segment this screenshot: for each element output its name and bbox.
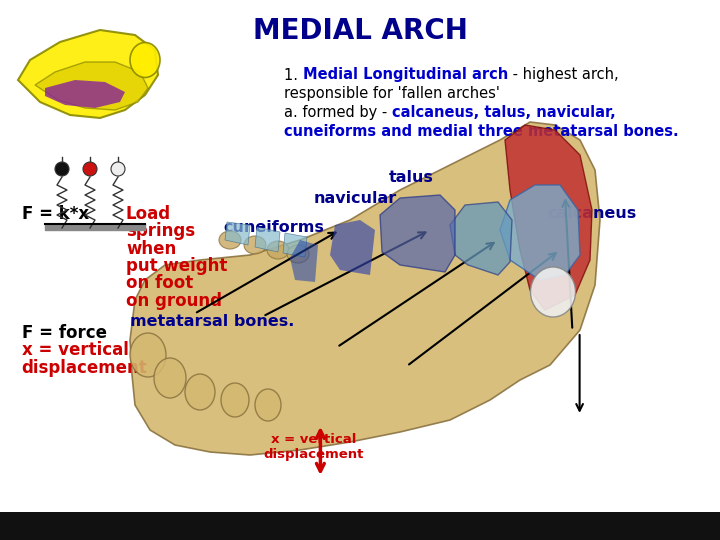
Polygon shape — [380, 195, 455, 272]
Ellipse shape — [244, 236, 266, 254]
Text: navicular: navicular — [313, 191, 397, 206]
Ellipse shape — [219, 231, 241, 249]
Polygon shape — [35, 62, 148, 110]
Text: a. formed by -: a. formed by - — [284, 105, 392, 120]
Text: on foot: on foot — [126, 274, 193, 292]
Polygon shape — [290, 240, 318, 282]
Polygon shape — [45, 80, 125, 108]
Text: displacement: displacement — [22, 359, 148, 376]
Bar — [0, 512, 720, 540]
Text: x = vertical: x = vertical — [22, 341, 128, 359]
Circle shape — [83, 162, 97, 176]
Text: 1.: 1. — [284, 68, 303, 83]
Polygon shape — [130, 122, 600, 455]
Bar — [0, 0, 720, 151]
Polygon shape — [330, 220, 375, 275]
Ellipse shape — [287, 245, 309, 263]
Text: when: when — [126, 240, 176, 258]
Ellipse shape — [154, 358, 186, 398]
Circle shape — [55, 162, 69, 176]
Ellipse shape — [130, 43, 160, 78]
Polygon shape — [500, 185, 580, 280]
Ellipse shape — [221, 383, 249, 417]
Text: metatarsal bones.: metatarsal bones. — [130, 314, 294, 329]
Text: Medial Longitudinal arch: Medial Longitudinal arch — [303, 68, 508, 83]
Polygon shape — [450, 202, 512, 275]
Ellipse shape — [255, 389, 281, 421]
Text: springs: springs — [126, 222, 195, 240]
Text: - highest arch,: - highest arch, — [508, 68, 619, 83]
Text: displacement: displacement — [263, 448, 364, 461]
Polygon shape — [283, 233, 307, 257]
Text: F = force: F = force — [22, 324, 107, 342]
Text: put weight: put weight — [126, 257, 228, 275]
Text: on ground: on ground — [126, 292, 222, 309]
Text: responsible for 'fallen arches': responsible for 'fallen arches' — [284, 86, 500, 102]
Ellipse shape — [185, 374, 215, 410]
Text: Load: Load — [126, 205, 171, 223]
Ellipse shape — [531, 267, 575, 317]
Text: F = k*x: F = k*x — [22, 205, 89, 223]
Text: calcaneus, talus, navicular,: calcaneus, talus, navicular, — [392, 105, 616, 120]
Text: cuneiforms: cuneiforms — [223, 220, 324, 235]
Text: x = vertical: x = vertical — [271, 433, 356, 446]
Ellipse shape — [130, 333, 166, 377]
Circle shape — [111, 162, 125, 176]
Text: MEDIAL ARCH: MEDIAL ARCH — [253, 17, 467, 45]
Ellipse shape — [267, 241, 289, 259]
Polygon shape — [255, 227, 280, 252]
Text: calcaneus: calcaneus — [547, 206, 636, 221]
Text: talus: talus — [389, 170, 433, 185]
Polygon shape — [18, 30, 158, 118]
Text: cuneiforms and medial three metatarsal bones.: cuneiforms and medial three metatarsal b… — [284, 124, 679, 139]
Polygon shape — [505, 125, 592, 310]
Polygon shape — [225, 222, 250, 245]
